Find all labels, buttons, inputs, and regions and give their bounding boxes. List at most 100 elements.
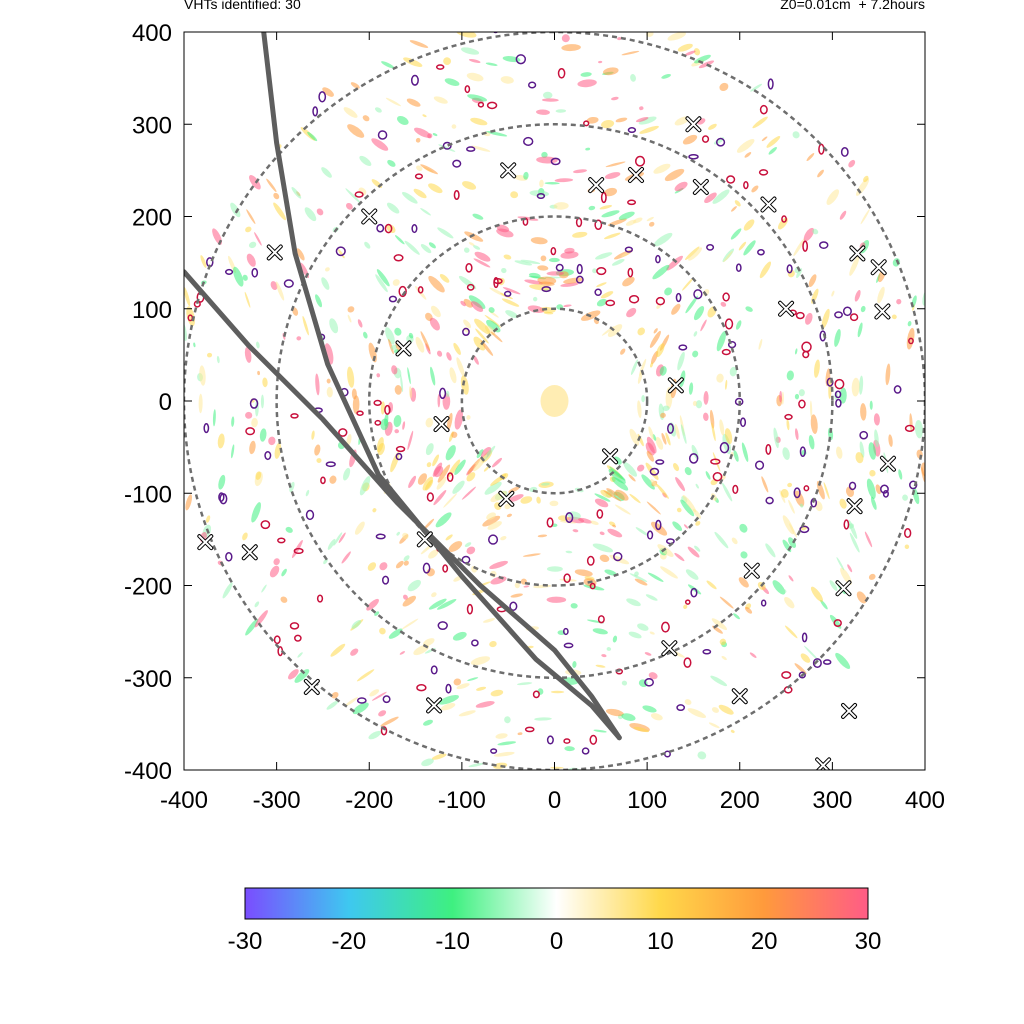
field-speckle xyxy=(606,488,618,496)
field-speckle xyxy=(712,189,730,204)
field-speckle xyxy=(231,416,235,427)
field-speckle xyxy=(612,524,617,528)
field-speckle xyxy=(491,457,503,468)
field-speckle xyxy=(470,117,488,126)
field-speckle xyxy=(454,459,466,475)
contour-loop xyxy=(724,318,734,330)
field-speckle xyxy=(270,281,278,291)
contour-loop xyxy=(624,246,633,253)
field-speckle xyxy=(376,437,384,453)
field-speckle xyxy=(495,733,508,739)
field-speckle xyxy=(315,294,323,308)
time-info-label: Z0=0.01cm + 7.2hours xyxy=(780,0,925,12)
field-speckle xyxy=(808,274,817,287)
contour-loop xyxy=(289,622,300,630)
field-speckle xyxy=(626,307,637,318)
field-speckle xyxy=(620,348,626,355)
field-speckle xyxy=(321,277,330,290)
colorbar-tick-label: 20 xyxy=(751,928,778,955)
field-speckle xyxy=(505,310,518,318)
contour-loop xyxy=(596,267,607,276)
contour-loop xyxy=(398,285,407,298)
field-speckle xyxy=(483,466,490,472)
field-speckle xyxy=(706,580,717,590)
field-speckle xyxy=(567,767,581,770)
contour-loop xyxy=(503,290,512,297)
vht-marker xyxy=(241,544,258,561)
field-speckle xyxy=(216,355,220,364)
field-speckle xyxy=(761,476,769,493)
vht-count-label: VHTs identified: 30 xyxy=(184,0,301,12)
field-speckle xyxy=(245,618,259,636)
contour-loop xyxy=(605,299,616,307)
field-speckle xyxy=(539,179,544,188)
contour-loop xyxy=(555,263,564,272)
field-speckle xyxy=(259,428,267,442)
field-speckle xyxy=(367,562,377,571)
contour-loop xyxy=(563,738,571,744)
field-speckle xyxy=(630,74,636,82)
contour-loop xyxy=(903,528,912,539)
field-speckle xyxy=(741,442,749,462)
field-speckle xyxy=(420,164,438,175)
field-speckle xyxy=(445,534,453,541)
field-speckle xyxy=(408,332,414,339)
field-speckle xyxy=(711,422,716,442)
field-speckle xyxy=(773,427,779,449)
field-speckle xyxy=(784,625,798,639)
field-speckle xyxy=(454,409,464,430)
x-tick-label: 400 xyxy=(905,787,945,814)
field-speckle xyxy=(186,306,196,327)
x-tick-label: 200 xyxy=(720,787,760,814)
field-speckle xyxy=(514,582,520,589)
field-speckle xyxy=(517,682,533,686)
field-speckle xyxy=(501,298,520,307)
vht-marker xyxy=(416,531,433,548)
field-speckle xyxy=(570,603,578,609)
x-tick-label: -200 xyxy=(345,787,393,814)
field-speckle xyxy=(500,76,514,84)
field-speckle xyxy=(311,430,315,440)
field-speckle xyxy=(810,586,823,602)
field-speckle xyxy=(178,369,184,377)
field-speckle xyxy=(443,493,458,508)
contour-loop xyxy=(801,632,808,643)
field-speckle xyxy=(206,352,213,358)
contour-loop xyxy=(882,489,889,498)
field-speckle xyxy=(458,275,477,290)
field-speckle xyxy=(347,124,365,138)
field-speckle xyxy=(664,287,673,296)
field-speckle xyxy=(555,109,567,113)
vht-marker xyxy=(661,640,678,657)
contour-loop xyxy=(655,296,666,306)
contour-loop xyxy=(435,64,445,70)
field-speckle xyxy=(856,178,870,196)
field-speckle xyxy=(493,751,515,757)
field-speckle xyxy=(401,618,419,630)
field-speckle xyxy=(304,207,317,222)
contour-loop xyxy=(655,459,665,465)
field-speckle xyxy=(759,261,772,279)
contour-loop xyxy=(600,191,607,204)
field-speckle xyxy=(302,316,309,336)
y-tick-label: -300 xyxy=(124,666,172,693)
field-speckle xyxy=(417,473,427,485)
field-speckle xyxy=(446,390,450,398)
contour-loop xyxy=(563,642,574,649)
contour-loop xyxy=(726,175,736,184)
field-speckle xyxy=(466,72,484,82)
field-speckle xyxy=(580,72,592,77)
field-speckle xyxy=(400,374,404,393)
field-speckle xyxy=(839,387,847,404)
field-speckle xyxy=(423,518,435,530)
field-speckle xyxy=(718,704,734,715)
field-speckle xyxy=(354,521,365,535)
field-speckle xyxy=(330,643,346,657)
field-speckle xyxy=(677,351,685,371)
field-speckle xyxy=(425,443,434,456)
field-speckle xyxy=(473,355,479,365)
field-speckle xyxy=(766,136,781,148)
contour-loop xyxy=(509,601,518,611)
field-speckle xyxy=(244,291,251,308)
